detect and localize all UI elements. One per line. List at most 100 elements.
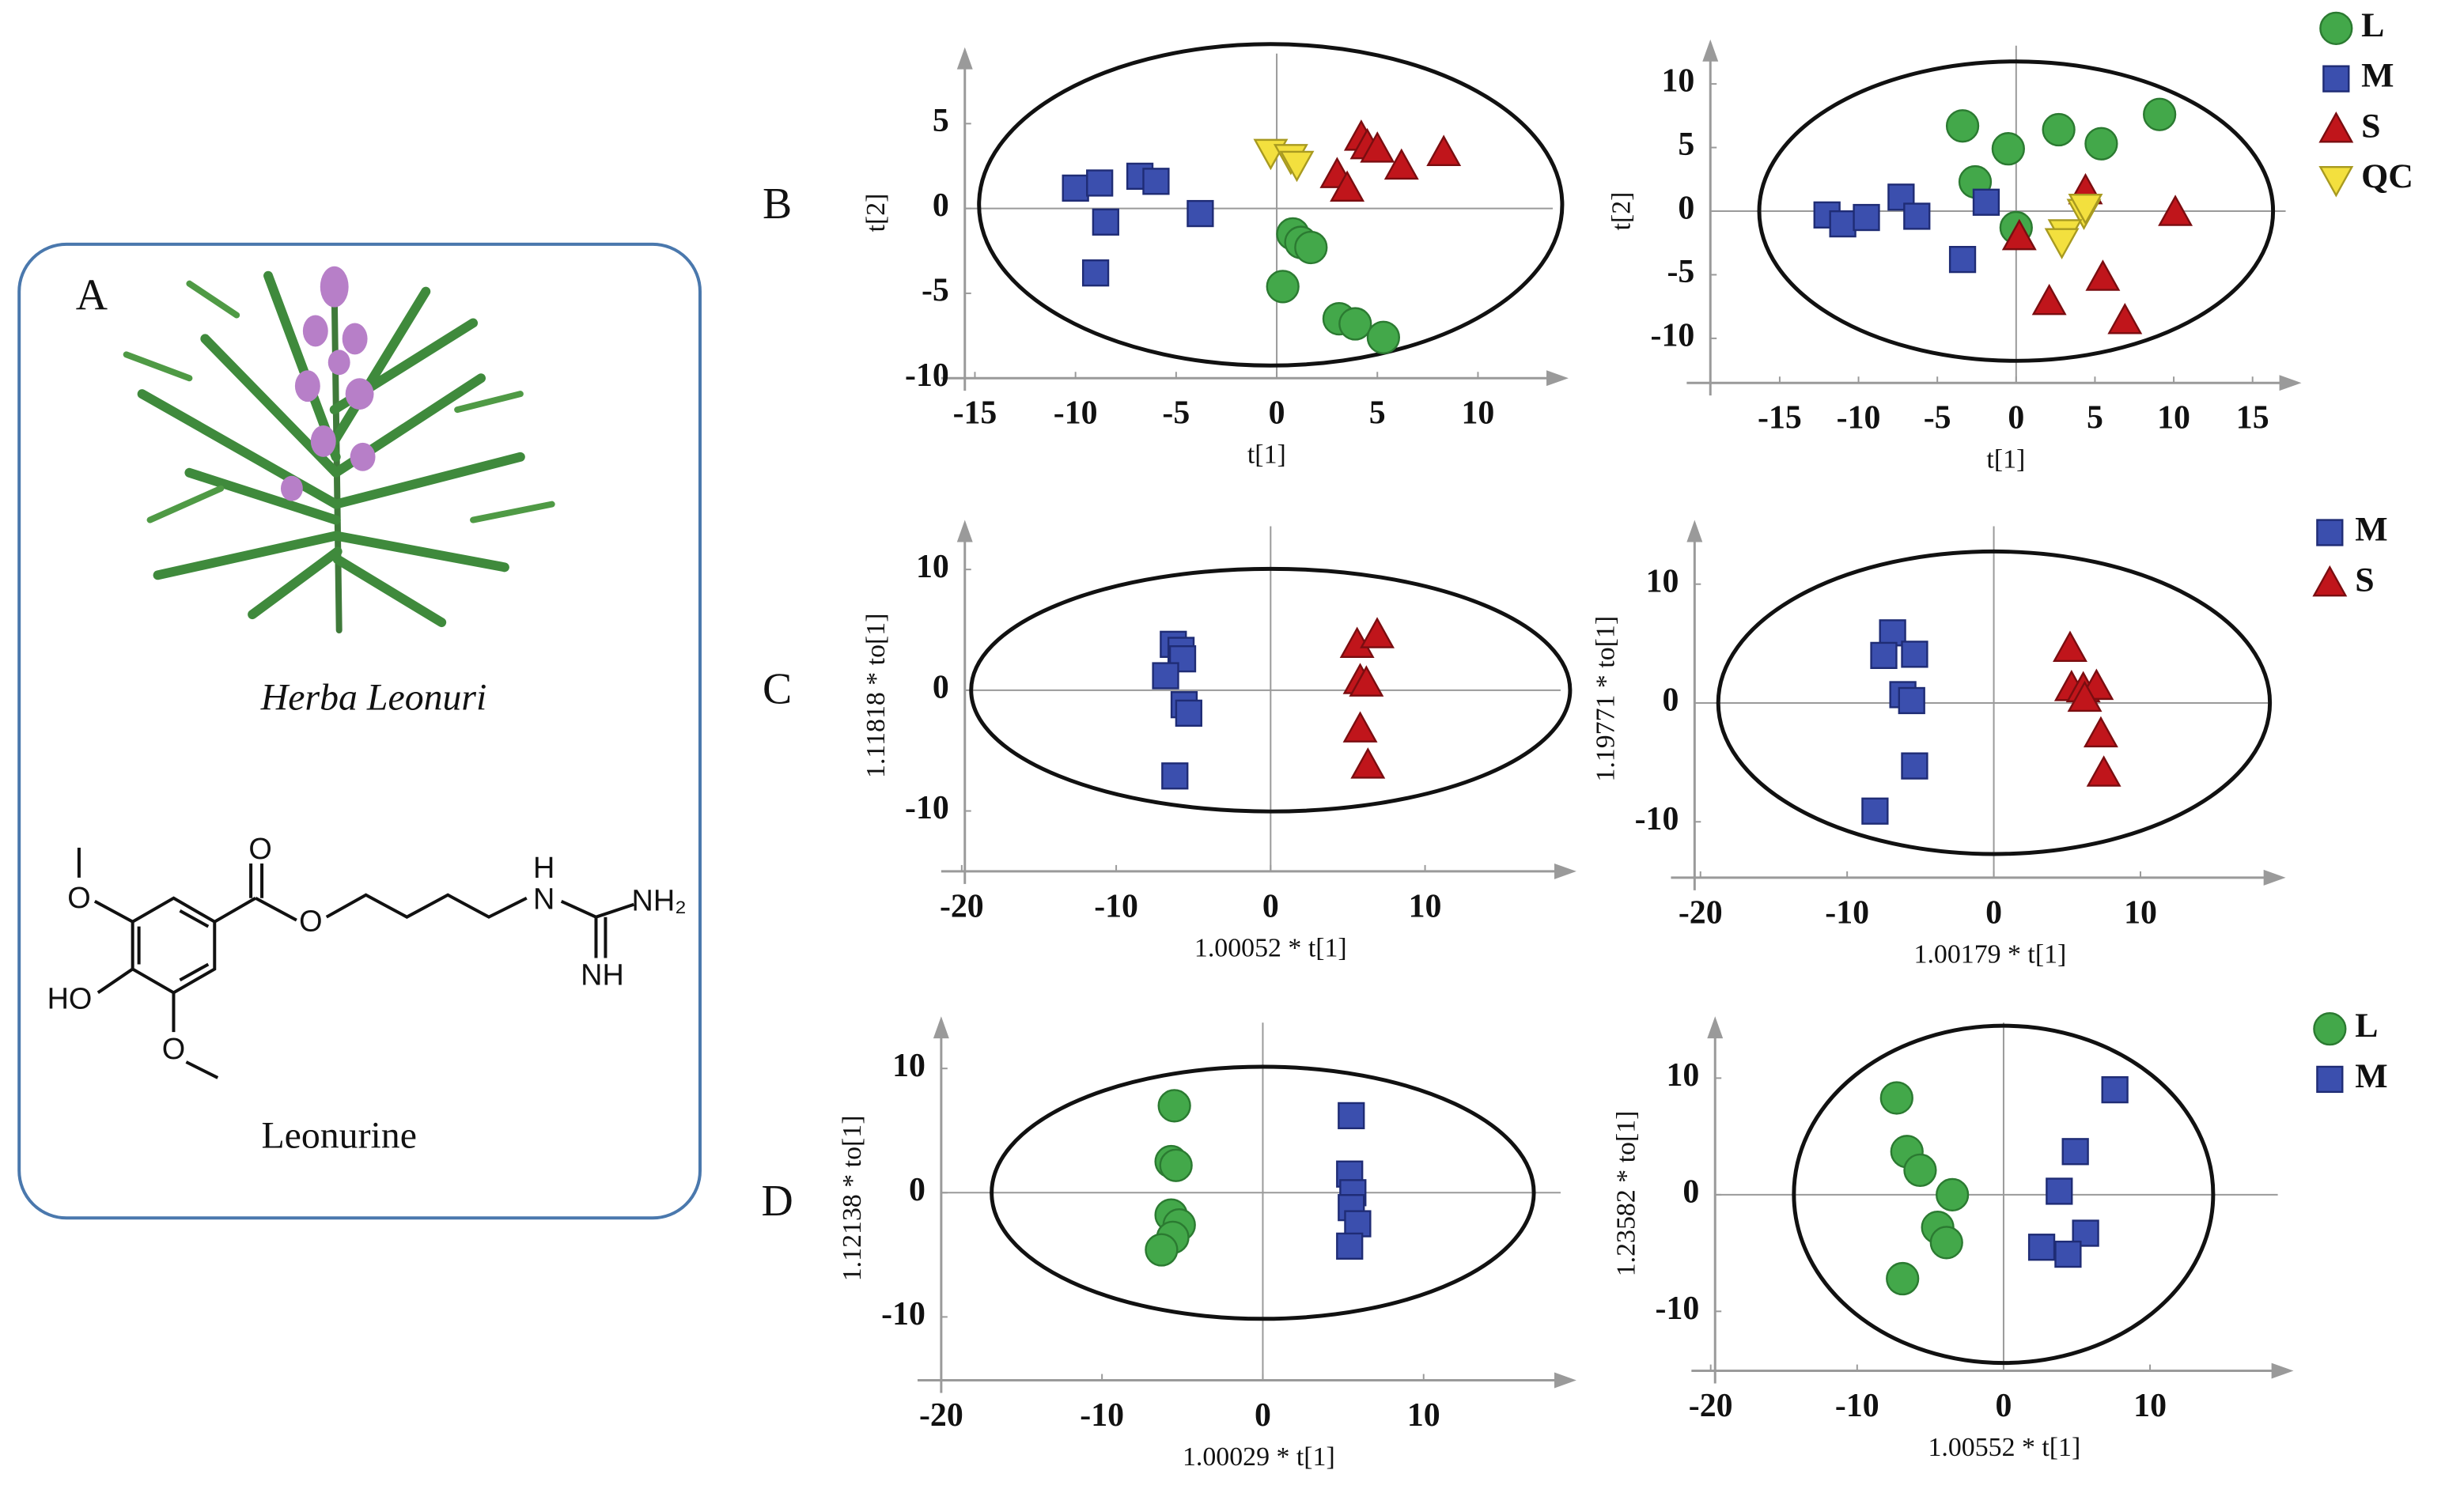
x-axis-label: 1.00029 * t[1] (1183, 1442, 1335, 1472)
point (2061, 1138, 2089, 1166)
y-tick-label: -10 (905, 357, 949, 394)
point (1336, 1232, 1364, 1260)
compound-name: Leonurine (261, 1115, 416, 1157)
chemical-structure (77, 848, 634, 1079)
legend-label: S (2355, 561, 2374, 599)
axis-arrow (2279, 375, 2302, 391)
point (1945, 109, 1980, 143)
panel-label: A (76, 270, 108, 319)
y-tick-label: 0 (1682, 1173, 1699, 1210)
x-axis-label: 1.00052 * t[1] (1194, 933, 1347, 962)
legend-label: M (2355, 1057, 2387, 1095)
point (1279, 150, 1315, 183)
x-tick-label: 10 (1407, 1397, 1440, 1434)
point (1887, 183, 1915, 211)
point (1152, 662, 1179, 690)
point (1294, 230, 1328, 265)
legend-marker (2316, 1065, 2344, 1094)
point (2053, 630, 2087, 662)
legend-label: L (2355, 1007, 2378, 1045)
y-tick-label: 0 (1662, 682, 1679, 719)
x-tick-label: 10 (1462, 395, 1495, 432)
point (2001, 218, 2037, 251)
point (1366, 320, 1401, 354)
x-tick-label: -20 (940, 888, 984, 924)
point (1948, 246, 1977, 274)
confidence-ellipse (990, 1064, 1536, 1321)
point (2054, 1240, 2082, 1268)
axis-arrow (1702, 39, 1719, 62)
y-tick-label: -10 (1651, 318, 1695, 354)
axis-arrow (956, 47, 973, 70)
x-tick-label: 15 (2236, 400, 2269, 436)
legend-marker (2312, 565, 2348, 597)
point (1903, 202, 1931, 230)
point (1175, 699, 1202, 727)
point (2067, 680, 2103, 712)
point (1145, 1233, 1179, 1267)
x-axis-label: t[1] (1247, 440, 1286, 470)
y-axis-label: 1.11818 * to[1] (861, 613, 891, 777)
structure-label: HO (47, 982, 93, 1015)
structure-label: O (299, 905, 322, 939)
x-tick-label: 5 (2087, 400, 2103, 436)
x-tick-label: -15 (953, 395, 997, 432)
point (1350, 747, 1386, 779)
y-axis-label: 1.23582 * to[1] (1611, 1111, 1641, 1277)
point (2046, 1177, 2073, 1205)
confidence-ellipse (1716, 549, 2273, 856)
point (1853, 203, 1880, 232)
axis-arrow (1546, 370, 1569, 387)
legend-marker (2322, 65, 2350, 93)
x-tick-label: 0 (1262, 888, 1279, 924)
y-tick-label: 0 (933, 187, 949, 224)
x-tick-label: 0 (1269, 395, 1285, 432)
point (1360, 617, 1395, 648)
point (1330, 170, 1365, 202)
y-tick-label: 10 (892, 1048, 925, 1084)
plant-illustration (123, 266, 555, 634)
point (1901, 641, 1928, 668)
point (1991, 132, 2025, 166)
y-tick-label: 5 (933, 103, 949, 139)
point (1086, 169, 1114, 197)
y-tick-label: -10 (905, 790, 949, 826)
x-tick-label: 10 (1409, 888, 1442, 924)
y-tick-label: -10 (1656, 1291, 1700, 1327)
y-tick-label: -10 (1635, 801, 1679, 837)
y-tick-label: 10 (1666, 1057, 1699, 1094)
point (1879, 619, 1906, 647)
legend-label: M (2361, 57, 2394, 95)
structure-label: N (533, 883, 554, 916)
point (1349, 665, 1384, 697)
structure-label: O (67, 882, 90, 915)
x-tick-label: -15 (1758, 400, 1802, 436)
x-tick-label: -5 (1162, 395, 1190, 432)
legend-marker (2318, 166, 2354, 198)
axis-arrow (956, 520, 973, 542)
point (2083, 716, 2118, 748)
legend-label: S (2361, 107, 2380, 145)
point (1861, 797, 1889, 825)
y-tick-label: -5 (1667, 254, 1694, 290)
y-tick-label: 0 (909, 1172, 925, 1208)
x-tick-label: -10 (1835, 1388, 1879, 1424)
y-tick-label: 10 (916, 549, 949, 585)
confidence-ellipse (969, 566, 1573, 814)
x-axis-label: 1.00552 * t[1] (1928, 1433, 2080, 1462)
axis-arrow (1707, 1016, 1724, 1039)
point (2086, 755, 2121, 787)
x-axis-label: 1.00179 * t[1] (1914, 939, 2067, 969)
axis-arrow (2263, 869, 2286, 886)
point (1159, 1148, 1193, 1182)
x-tick-label: -10 (1080, 1397, 1124, 1434)
point (2044, 228, 2080, 260)
x-tick-label: -20 (1679, 894, 1723, 931)
x-tick-label: -10 (1054, 395, 1098, 432)
axis-arrow (2271, 1362, 2294, 1379)
x-tick-label: 0 (1255, 1397, 1271, 1434)
point (1062, 174, 1089, 202)
point (2042, 112, 2076, 147)
structure-label: H (533, 852, 554, 885)
point (1338, 307, 1372, 341)
